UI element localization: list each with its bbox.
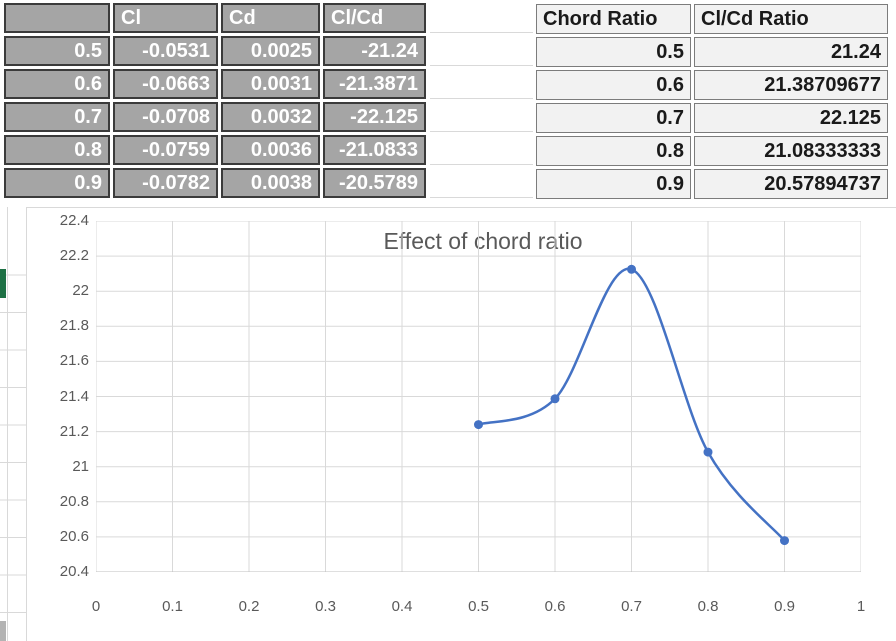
y-axis-label: 22.4: [59, 212, 89, 229]
cl-cd-table-row: 0.7 -0.0708 0.0032 -22.125: [4, 102, 426, 132]
chord-ratio-table-cell[interactable]: 0.9: [536, 169, 691, 199]
cl-cd-table-cell[interactable]: -20.5789: [323, 168, 426, 198]
cl-cd-table-cell[interactable]: -0.0531: [113, 36, 218, 66]
chord-ratio-table-header-cell[interactable]: Chord Ratio: [536, 4, 691, 34]
cl-cd-table-cell[interactable]: 0.6: [4, 69, 110, 99]
cl-cd-table-cell[interactable]: 0.9: [4, 168, 110, 198]
sheet-selection-indicator: [0, 269, 6, 298]
sheet-gridlines: [0, 238, 26, 641]
x-axis-label: 0.4: [391, 598, 413, 615]
cl-cd-table-cell[interactable]: 0.0031: [221, 69, 320, 99]
chord-ratio-table: Chord Ratio Cl/Cd Ratio 0.5 21.24 0.6 21.3870…: [533, 1, 891, 202]
y-axis-label: 21.4: [59, 387, 89, 405]
chord-ratio-table-cell[interactable]: 0.8: [536, 136, 691, 166]
cl-cd-table-cell[interactable]: -0.0759: [113, 135, 218, 165]
cl-cd-table-cell[interactable]: -0.0708: [113, 102, 218, 132]
x-axis-label: 0.9: [774, 598, 795, 615]
y-axis-label: 21.2: [59, 422, 89, 440]
cl-cd-table-cell[interactable]: 0.0038: [221, 168, 320, 198]
x-axis-label: 0.2: [238, 598, 260, 615]
sheet-gridlines: [430, 0, 533, 206]
cl-cd-table-cell[interactable]: -21.0833: [323, 135, 426, 165]
chord-ratio-table-cell[interactable]: 0.7: [536, 103, 691, 133]
cl-cd-table-cell[interactable]: 0.7: [4, 102, 110, 132]
x-axis-label: 0.3: [315, 598, 336, 615]
chart-data-point[interactable]: [627, 264, 636, 274]
chart-data-point[interactable]: [550, 394, 560, 404]
cl-cd-table-header-cell[interactable]: Cl: [113, 3, 218, 33]
cl-cd-table-cell[interactable]: 0.0032: [221, 102, 320, 132]
y-axis-label: 21.8: [59, 317, 89, 335]
x-axis-label: 1: [856, 598, 866, 615]
cl-cd-table-header-row: Cl Cd Cl/Cd: [4, 3, 426, 33]
y-axis-label: 20.6: [59, 527, 89, 545]
cl-cd-table-row: 0.5 -0.0531 0.0025 -21.24: [4, 36, 426, 66]
chord-ratio-table-row: 0.6 21.38709677: [536, 70, 888, 100]
cl-cd-table-cell[interactable]: -0.0663: [113, 69, 218, 99]
chord-ratio-table-cell[interactable]: 20.57894737: [694, 169, 888, 199]
chord-ratio-table-header-row: Chord Ratio Cl/Cd Ratio: [536, 4, 888, 34]
x-axis-label: 0.8: [697, 598, 719, 615]
chart-title[interactable]: Effect of chord ratio: [383, 228, 583, 254]
sheet-gridline: [7, 207, 8, 641]
chord-ratio-table-cell[interactable]: 0.5: [536, 37, 691, 67]
y-axis-label: 20.8: [59, 492, 89, 510]
x-axis-label: 0.5: [468, 598, 489, 615]
cl-cd-table-cell[interactable]: -22.125: [323, 102, 426, 132]
cl-cd-table: Cl Cd Cl/Cd 0.5 -0.0531 0.0025 -21.24 0.6 -0.066…: [1, 0, 429, 201]
cl-cd-table-header-cell[interactable]: [4, 3, 110, 33]
chord-ratio-table-header-cell[interactable]: Cl/Cd Ratio: [694, 4, 888, 34]
sheet-left-strip: [0, 207, 26, 641]
x-axis-label: 0.6: [544, 598, 566, 615]
x-axis-label: 0.1: [162, 598, 183, 615]
y-axis-label: 21.6: [59, 352, 89, 370]
cl-cd-table-cell[interactable]: -21.3871: [323, 69, 426, 99]
y-axis-label: 21: [72, 457, 89, 475]
chord-ratio-table-cell[interactable]: 21.08333333: [694, 136, 888, 166]
chord-ratio-table-cell[interactable]: 0.6: [536, 70, 691, 100]
chord-ratio-table-row: 0.8 21.08333333: [536, 136, 888, 166]
chord-ratio-table-row: 0.9 20.57894737: [536, 169, 888, 199]
chart-data-point[interactable]: [780, 536, 789, 546]
cl-cd-table-cell[interactable]: 0.0036: [221, 135, 320, 165]
y-axis-label: 22: [72, 282, 89, 300]
x-axis-label: 0.7: [621, 598, 642, 615]
chord-ratio-table-row: 0.5 21.24: [536, 37, 888, 67]
chord-ratio-table-cell[interactable]: 21.24: [694, 37, 888, 67]
chart-data-point[interactable]: [703, 447, 713, 457]
chord-ratio-table-row: 0.7 22.125: [536, 103, 888, 133]
cl-cd-table-header-cell[interactable]: Cd: [221, 3, 320, 33]
y-axis-label: 20.4: [59, 563, 89, 580]
cl-cd-table-cell[interactable]: 0.5: [4, 36, 110, 66]
cl-cd-table-header-cell[interactable]: Cl/Cd: [323, 3, 426, 33]
chart-data-point[interactable]: [474, 420, 483, 430]
chord-ratio-table-cell[interactable]: 22.125: [694, 103, 888, 133]
cl-cd-table-row: 0.8 -0.0759 0.0036 -21.0833: [4, 135, 426, 165]
chart-plot-svg: [96, 221, 861, 572]
chart[interactable]: Effect of chord ratio 20.4 20.6 20.8 21 21.2…: [26, 207, 896, 641]
x-axis-label: 0: [91, 598, 101, 615]
cl-cd-table-cell[interactable]: 0.8: [4, 135, 110, 165]
cl-cd-table-cell[interactable]: 0.0025: [221, 36, 320, 66]
y-axis-label: 22.2: [59, 247, 89, 265]
cl-cd-table-cell[interactable]: -0.0782: [113, 168, 218, 198]
cl-cd-table-row: 0.9 -0.0782 0.0038 -20.5789: [4, 168, 426, 198]
cl-cd-table-row: 0.6 -0.0663 0.0031 -21.3871: [4, 69, 426, 99]
cl-cd-table-cell[interactable]: -21.24: [323, 36, 426, 66]
chord-ratio-table-cell[interactable]: 21.38709677: [694, 70, 888, 100]
sheet-shaded-cell: [0, 621, 6, 641]
